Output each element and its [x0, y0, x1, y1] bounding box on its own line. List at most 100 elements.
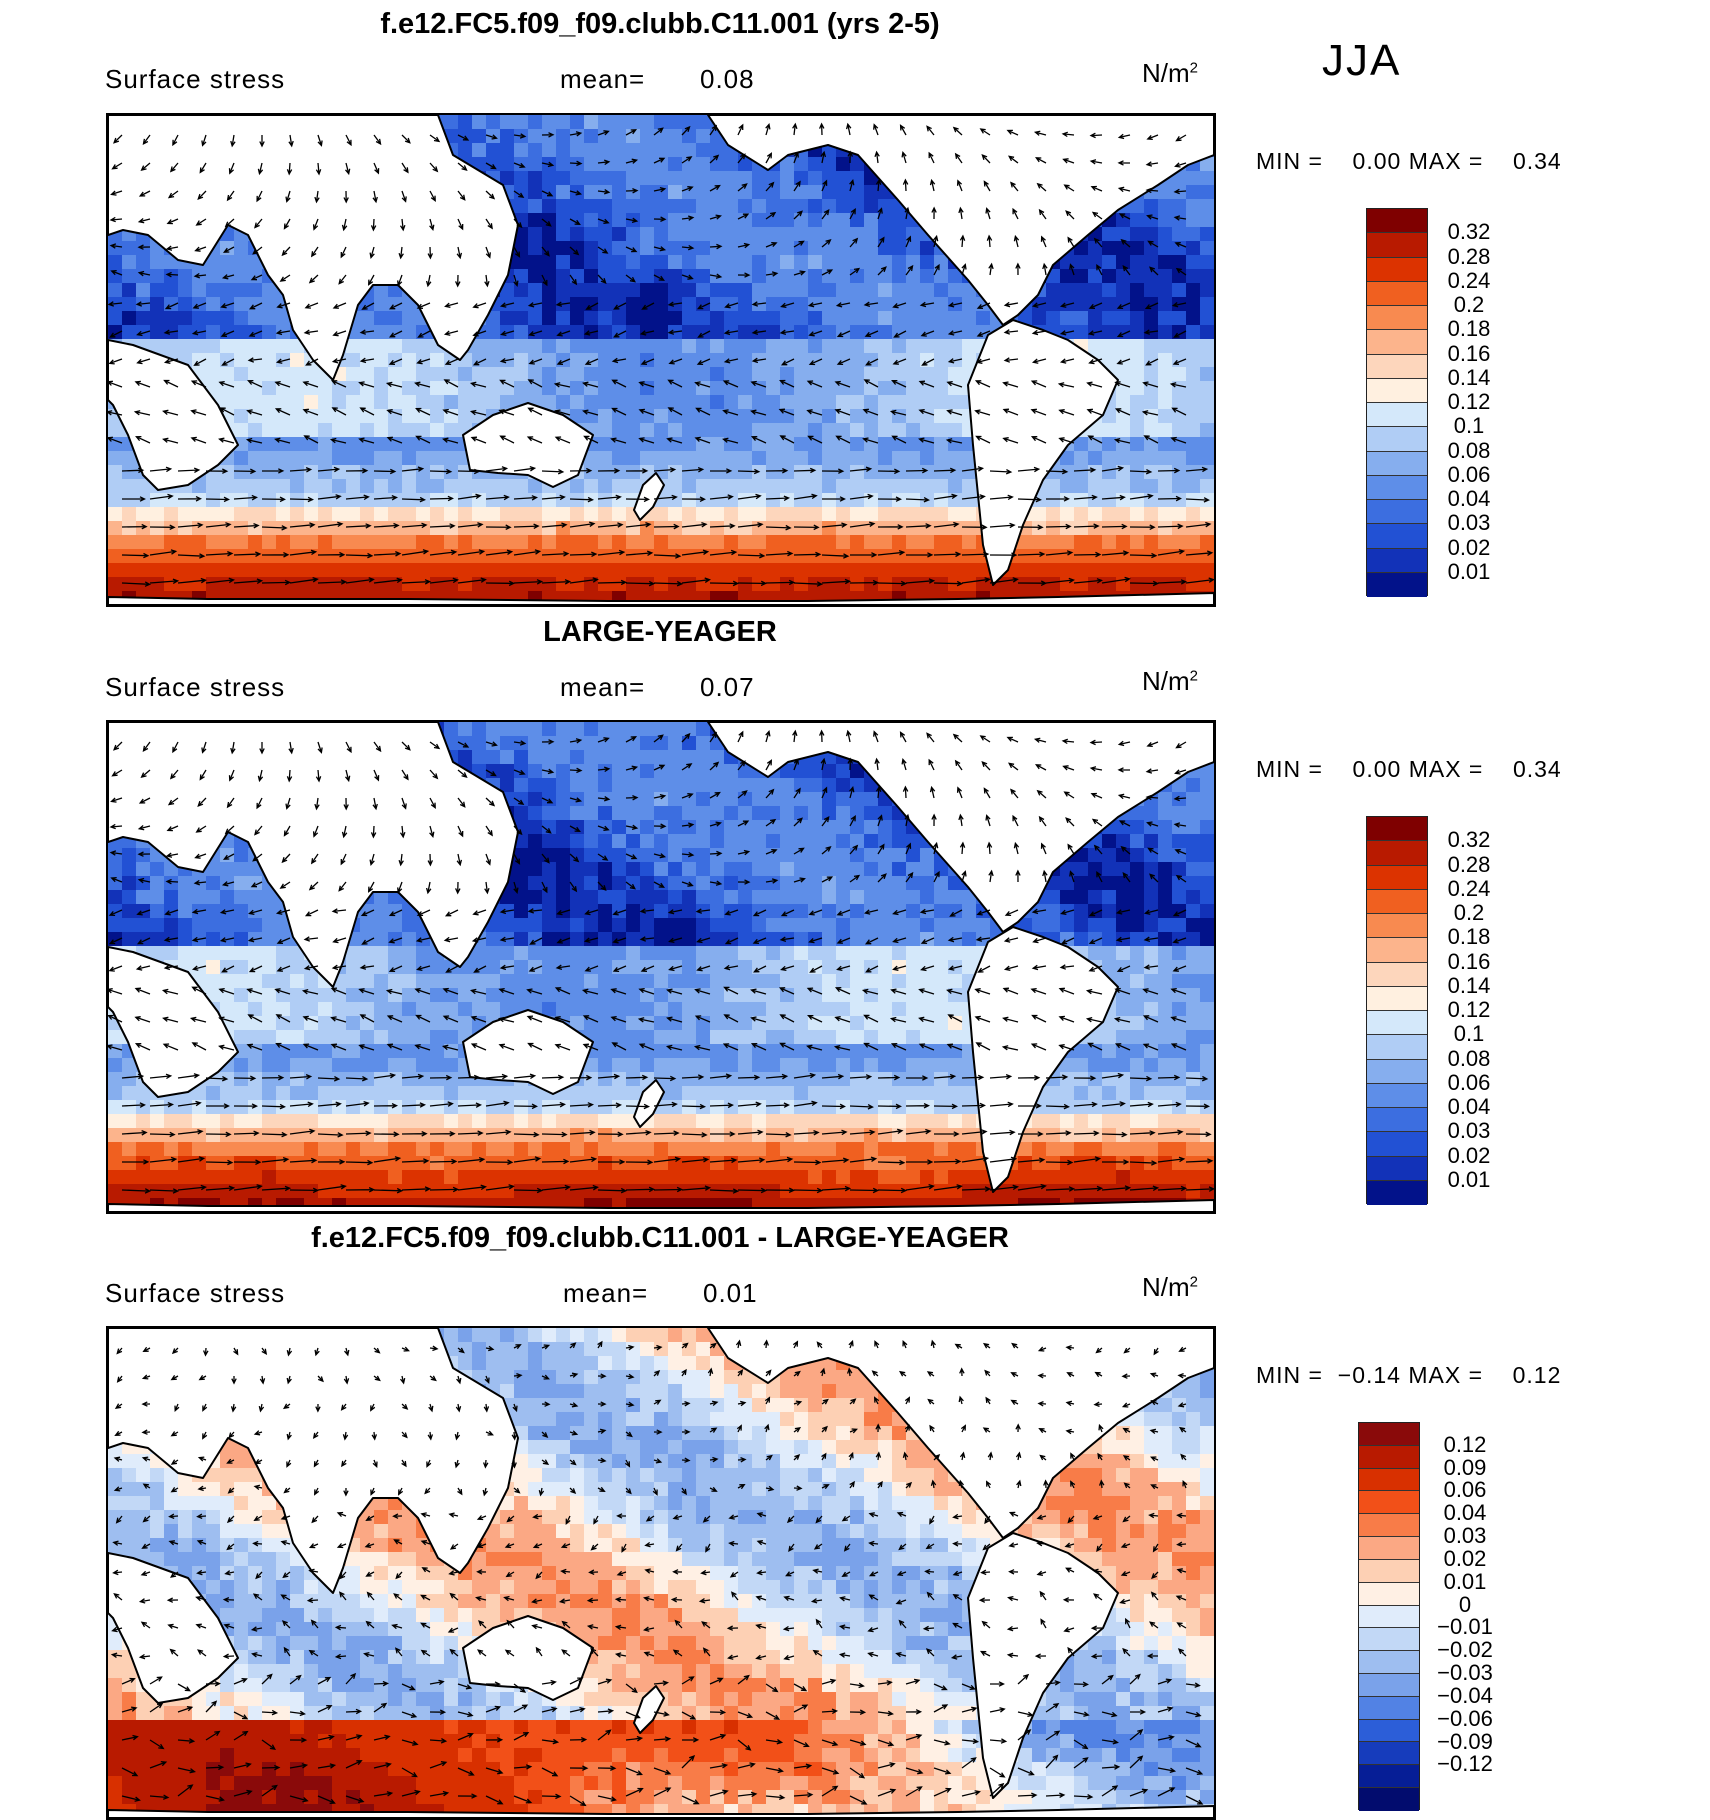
colorbar-tick-label: 0.06	[1443, 1477, 1487, 1503]
colorbar-swatch	[1367, 233, 1427, 258]
colorbar-tick-label: 0	[1458, 1591, 1472, 1617]
colorbar-tick-label: 0.12	[1447, 997, 1491, 1022]
colorbar-swatch	[1367, 1035, 1427, 1060]
colorbar-swatch	[1359, 1788, 1419, 1811]
colorbar-tick-label: 0.1	[1453, 1021, 1485, 1047]
colorbar-tick-label: 0.02	[1447, 534, 1491, 560]
colorbar-swatch	[1367, 1132, 1427, 1157]
colorbar-swatch	[1367, 257, 1427, 282]
colorbar-tick-label: −0.02	[1437, 1637, 1493, 1663]
stress-vectors	[110, 1339, 1204, 1807]
colorbar-tick-label: 0.2	[1453, 292, 1485, 317]
panel-2-colorbar	[1366, 816, 1428, 1205]
colorbar-tick-label: 0.04	[1447, 486, 1491, 511]
panel-2-colorbar-labels: 0.32 0.28 0.24 0.2 0.18 0.16 0.14 0.12 0.1 0.08 0.…	[1424, 816, 1514, 1204]
panel-1-colorbar-labels: 0.32 0.28 0.24 0.2 0.18 0.16 0.14 0.12 0.1 0.08 0.…	[1424, 208, 1514, 596]
colorbar-swatch	[1367, 500, 1427, 525]
colorbar-tick-label: 0.28	[1447, 851, 1491, 877]
colorbar-swatch	[1359, 1719, 1419, 1743]
panel-1-minmax: MIN = 0.00 MAX = 0.34	[1256, 148, 1562, 174]
colorbar-swatch	[1367, 1180, 1427, 1205]
colorbar-swatch	[1359, 1651, 1419, 1674]
colorbar-tick-label: 0.18	[1447, 316, 1491, 342]
colorbar-swatch	[1367, 817, 1427, 842]
colorbar-tick-label: 0.24	[1447, 267, 1491, 293]
colorbar-swatch	[1359, 1582, 1419, 1606]
panel-3-minmax: MIN = −0.14 MAX = 0.12	[1256, 1362, 1562, 1388]
panel-3-variable: Surface stress	[105, 1278, 286, 1308]
panel-2-minmax: MIN = 0.00 MAX = 0.34	[1256, 756, 1562, 782]
colorbar-tick-label: 0.24	[1447, 875, 1491, 901]
colorbar-swatch	[1359, 1514, 1419, 1538]
colorbar-tick-label: 0.1	[1453, 413, 1485, 439]
panel-3-colorbar	[1358, 1422, 1420, 1811]
panel-1-title: f.e12.FC5.f09_f09.clubb.C11.001 (yrs 2-5…	[380, 8, 940, 40]
colorbar-swatch	[1359, 1468, 1419, 1492]
colorbar-tick-label: 0.16	[1447, 948, 1491, 974]
panel-3-map	[106, 1326, 1216, 1820]
colorbar-swatch	[1367, 986, 1427, 1011]
colorbar-tick-label: 0.06	[1447, 1069, 1491, 1095]
colorbar-tick-label: 0.12	[1443, 1431, 1487, 1457]
colorbar-tick-label: 0.04	[1443, 1500, 1487, 1526]
panel-3-colorbar-labels: 0.12 0.09 0.06 0.04 0.03 0.02 0.01 0 −0.01 −0.02 −…	[1420, 1422, 1510, 1810]
colorbar-swatch	[1367, 572, 1427, 597]
colorbar-tick-label: 0.02	[1443, 1545, 1487, 1571]
colorbar-tick-label: 0.03	[1447, 1118, 1491, 1144]
panel-1-units: N/m2	[1142, 58, 1199, 88]
colorbar-tick-label: 0.2	[1453, 900, 1485, 925]
colorbar-tick-label: 0.03	[1443, 1523, 1487, 1549]
panel-3-mean-label: mean=	[563, 1278, 649, 1308]
panel-3-mean-value: 0.01	[703, 1278, 758, 1308]
colorbar-swatch	[1359, 1765, 1419, 1788]
colorbar-tick-label: 0.18	[1447, 924, 1491, 950]
colorbar-swatch	[1359, 1423, 1419, 1446]
colorbar-swatch	[1367, 914, 1427, 939]
colorbar-tick-label: 0.01	[1447, 558, 1491, 584]
colorbar-tick-label: −0.12	[1437, 1751, 1493, 1777]
colorbar-swatch	[1367, 962, 1427, 987]
colorbar-swatch	[1367, 865, 1427, 890]
colorbar-swatch	[1367, 938, 1427, 963]
panel-2-mean-value: 0.07	[700, 672, 755, 702]
colorbar-swatch	[1359, 1537, 1419, 1560]
colorbar-tick-label: 0.09	[1443, 1454, 1487, 1480]
season-label: JJA	[1322, 36, 1402, 85]
colorbar-swatch	[1367, 889, 1427, 914]
colorbar-tick-label: −0.01	[1437, 1614, 1493, 1640]
colorbar-swatch	[1367, 524, 1427, 549]
panel-1-colorbar	[1366, 208, 1428, 597]
colorbar-swatch	[1367, 1011, 1427, 1036]
colorbar-swatch	[1359, 1559, 1419, 1583]
colorbar-tick-label: 0.02	[1447, 1142, 1491, 1168]
stress-vectors	[108, 122, 1214, 587]
panel-1-mean-label: mean=	[560, 64, 646, 94]
panel-1-mean-value: 0.08	[700, 64, 755, 94]
colorbar-tick-label: 0.01	[1443, 1568, 1487, 1594]
colorbar-swatch	[1367, 354, 1427, 379]
colorbar-swatch	[1367, 281, 1427, 306]
colorbar-tick-label: 0.14	[1447, 364, 1491, 390]
colorbar-tick-label: 0.04	[1447, 1094, 1491, 1119]
colorbar-tick-label: 0.03	[1447, 510, 1491, 536]
panel-2-variable: Surface stress	[105, 672, 286, 702]
colorbar-swatch	[1367, 330, 1427, 355]
colorbar-swatch	[1367, 1059, 1427, 1084]
colorbar-tick-label: −0.04	[1437, 1682, 1493, 1708]
panel-1-map	[106, 113, 1216, 607]
colorbar-swatch	[1367, 378, 1427, 403]
colorbar-tick-label: −0.06	[1437, 1705, 1493, 1731]
panel-3-units: N/m2	[1142, 1272, 1199, 1302]
colorbar-swatch	[1367, 306, 1427, 331]
colorbar-tick-label: −0.09	[1437, 1728, 1493, 1754]
panel-2-map	[106, 720, 1216, 1214]
colorbar-tick-label: 0.14	[1447, 972, 1491, 998]
colorbar-tick-label: 0.32	[1447, 219, 1491, 245]
colorbar-swatch	[1359, 1445, 1419, 1469]
colorbar-swatch	[1367, 475, 1427, 500]
colorbar-swatch	[1367, 841, 1427, 866]
colorbar-swatch	[1367, 427, 1427, 452]
colorbar-tick-label: 0.16	[1447, 340, 1491, 366]
panel-1-variable: Surface stress	[105, 64, 286, 94]
colorbar-swatch	[1359, 1605, 1419, 1629]
